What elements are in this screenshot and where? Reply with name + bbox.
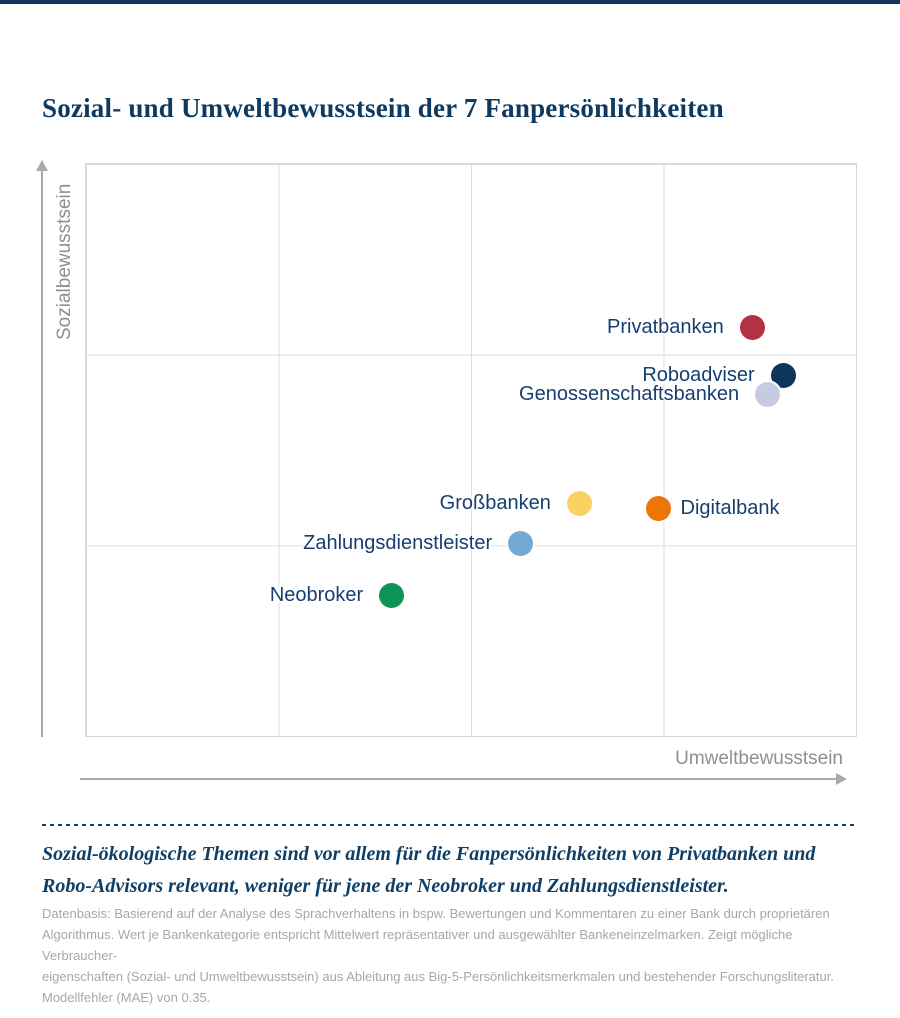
footnote-line-1: Datenbasis: Basierend auf der Analyse de… bbox=[42, 906, 830, 921]
y-axis-arrow-icon bbox=[36, 160, 48, 171]
data-point-label-roboadviser: Roboadviser bbox=[642, 363, 755, 386]
x-axis-arrow-icon bbox=[836, 773, 847, 785]
data-point-digitalbank bbox=[645, 496, 671, 522]
data-point-gro-banken bbox=[566, 491, 592, 517]
footnote-line-3: eigenschaften (Sozial- und Umweltbewusst… bbox=[42, 969, 834, 984]
data-point-neobroker bbox=[379, 582, 405, 608]
footnote-line-2: Algorithmus. Wert je Bankenkategorie ent… bbox=[42, 927, 793, 963]
top-border bbox=[0, 0, 900, 4]
page-title: Sozial- und Umweltbewusstsein der 7 Fanp… bbox=[42, 93, 724, 123]
footnote-text: Datenbasis: Basierend auf der Analyse de… bbox=[42, 903, 862, 1008]
summary-line-2: Robo-Advisors relevant, weniger für jene… bbox=[42, 875, 729, 897]
data-point-label-neobroker: Neobroker bbox=[269, 583, 364, 606]
summary-line-1: Sozial-ökologische Themen sind vor allem… bbox=[42, 843, 816, 865]
data-point-label-privatbanken: Privatbanken bbox=[607, 315, 724, 338]
data-point-label-genossenschaftsbanken: Genossenschaftsbanken bbox=[519, 383, 740, 406]
plot-area: Privatbanken Roboadviser Genossenschaftsba… bbox=[85, 163, 857, 737]
data-point-label-digitalbank: Digitalbank bbox=[680, 497, 780, 520]
y-axis-label: Sozialbewusstsein bbox=[54, 183, 75, 340]
x-axis-line bbox=[80, 778, 837, 780]
data-point-zahlungsdienstleister bbox=[508, 531, 534, 557]
data-point-genossenschaftsbanken bbox=[755, 382, 781, 408]
y-axis-line bbox=[41, 171, 43, 737]
data-point-privatbanken bbox=[739, 314, 765, 340]
summary-text: Sozial-ökologische Themen sind vor allem… bbox=[42, 838, 872, 902]
dashed-divider bbox=[42, 824, 857, 826]
footnote-line-4: Modellfehler (MAE) von 0.35. bbox=[42, 990, 211, 1005]
data-point-label-zahlungsdienstleister: Zahlungsdienstleister bbox=[303, 532, 493, 555]
data-point-label-gro-banken: Großbanken bbox=[439, 492, 551, 515]
x-axis-label: Umweltbewusstsein bbox=[675, 748, 843, 769]
